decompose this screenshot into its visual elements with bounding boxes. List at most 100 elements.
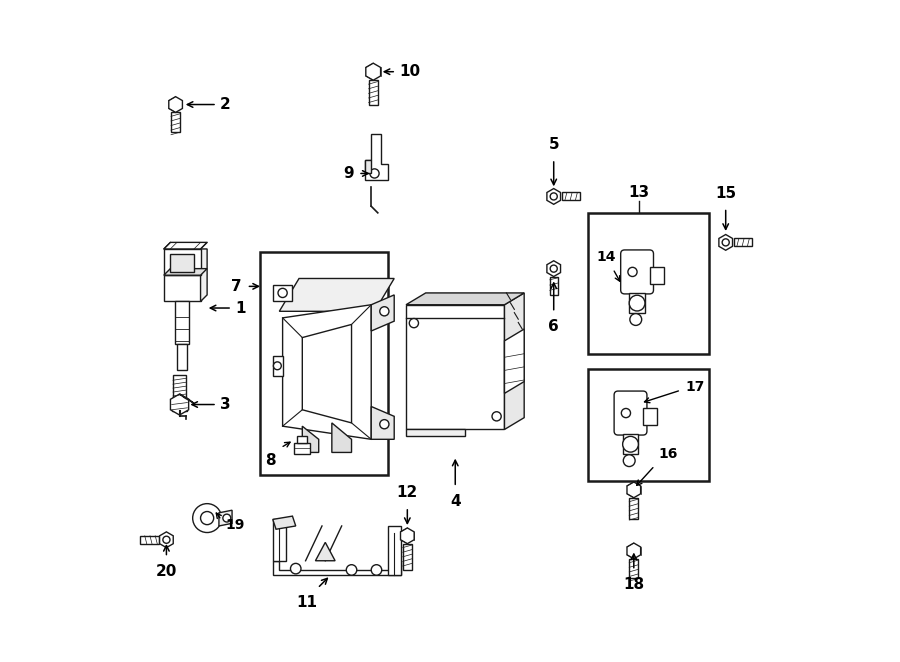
Polygon shape: [164, 269, 207, 275]
Bar: [562, 193, 580, 201]
Polygon shape: [273, 516, 296, 529]
Bar: [588, 213, 709, 354]
Polygon shape: [505, 329, 524, 393]
Circle shape: [291, 563, 301, 574]
Text: 8: 8: [266, 453, 276, 468]
Bar: [164, 275, 201, 301]
Bar: [629, 293, 645, 313]
Text: 6: 6: [548, 319, 559, 334]
Circle shape: [223, 514, 230, 522]
Bar: [402, 544, 412, 570]
Circle shape: [550, 265, 557, 272]
Polygon shape: [365, 63, 381, 80]
Polygon shape: [719, 234, 733, 250]
Circle shape: [492, 412, 501, 421]
Bar: [406, 305, 505, 430]
Bar: [259, 252, 388, 475]
Circle shape: [163, 536, 170, 544]
Polygon shape: [364, 134, 388, 180]
Text: 1: 1: [235, 301, 246, 316]
Polygon shape: [547, 189, 561, 205]
Polygon shape: [297, 436, 307, 443]
Bar: [140, 536, 158, 544]
Circle shape: [346, 565, 356, 575]
Text: 16: 16: [659, 447, 678, 461]
Polygon shape: [302, 426, 319, 452]
Polygon shape: [273, 285, 292, 301]
FancyBboxPatch shape: [614, 391, 647, 435]
Circle shape: [380, 420, 389, 429]
Bar: [650, 267, 664, 284]
Polygon shape: [302, 324, 352, 423]
Polygon shape: [364, 160, 371, 173]
Polygon shape: [283, 305, 371, 440]
Circle shape: [193, 504, 221, 532]
Circle shape: [629, 295, 645, 311]
Circle shape: [722, 239, 729, 246]
Bar: [171, 113, 180, 132]
Circle shape: [278, 289, 287, 297]
Polygon shape: [201, 249, 207, 301]
Circle shape: [630, 314, 642, 326]
Bar: [643, 408, 657, 425]
Polygon shape: [400, 528, 414, 544]
Circle shape: [410, 318, 418, 328]
FancyBboxPatch shape: [621, 250, 653, 294]
Circle shape: [274, 362, 282, 370]
Polygon shape: [169, 97, 183, 113]
Text: 10: 10: [400, 64, 420, 79]
Circle shape: [201, 512, 213, 525]
Bar: [629, 559, 638, 579]
Polygon shape: [159, 532, 173, 547]
Polygon shape: [315, 542, 335, 561]
Text: 3: 3: [220, 397, 231, 412]
Text: 5: 5: [548, 138, 559, 152]
Circle shape: [628, 267, 637, 277]
Polygon shape: [627, 543, 641, 559]
Bar: [175, 301, 189, 344]
Circle shape: [621, 408, 631, 418]
Polygon shape: [273, 561, 400, 575]
Bar: [177, 344, 187, 370]
Text: 13: 13: [628, 185, 650, 200]
Circle shape: [624, 455, 635, 467]
Bar: [172, 398, 187, 411]
Bar: [588, 369, 709, 481]
Polygon shape: [547, 261, 561, 277]
Circle shape: [550, 193, 557, 200]
Polygon shape: [273, 520, 286, 561]
Bar: [369, 80, 378, 105]
Polygon shape: [371, 295, 394, 331]
Text: 20: 20: [156, 564, 177, 579]
Circle shape: [623, 436, 638, 452]
Text: 4: 4: [450, 494, 461, 509]
Bar: [173, 375, 186, 398]
Bar: [629, 498, 638, 519]
Bar: [164, 249, 201, 275]
Text: 18: 18: [623, 577, 644, 592]
Bar: [734, 238, 752, 246]
Polygon shape: [179, 394, 194, 403]
Polygon shape: [273, 356, 283, 375]
Polygon shape: [279, 279, 394, 311]
Polygon shape: [505, 293, 524, 430]
Bar: [623, 434, 638, 454]
Polygon shape: [293, 443, 310, 454]
Text: 7: 7: [231, 279, 242, 294]
Polygon shape: [627, 482, 641, 498]
Polygon shape: [332, 423, 352, 452]
Polygon shape: [170, 394, 189, 415]
Text: 12: 12: [397, 485, 418, 500]
Polygon shape: [164, 242, 207, 249]
Text: 17: 17: [685, 380, 705, 394]
Polygon shape: [371, 406, 394, 440]
Polygon shape: [406, 293, 524, 305]
Text: 9: 9: [343, 166, 354, 181]
Bar: [550, 277, 558, 295]
Text: 15: 15: [716, 186, 736, 201]
Text: 11: 11: [296, 595, 318, 610]
Text: 2: 2: [220, 97, 231, 112]
Bar: [406, 430, 465, 436]
Polygon shape: [388, 526, 400, 575]
Bar: [170, 254, 194, 272]
